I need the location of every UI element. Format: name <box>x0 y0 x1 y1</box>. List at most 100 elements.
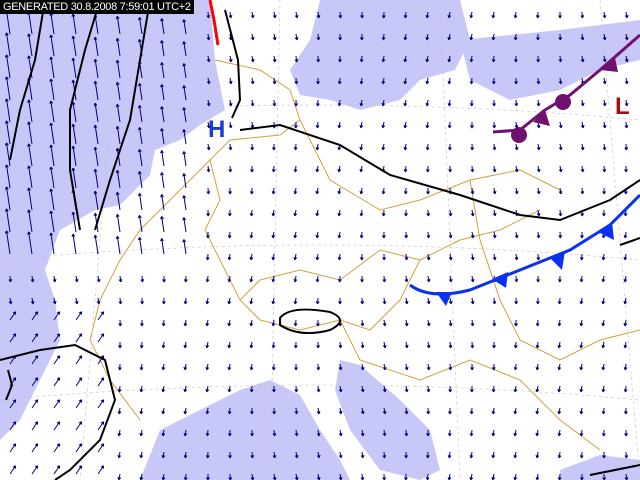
wind-arrow <box>293 319 298 327</box>
wind-arrow <box>183 385 188 393</box>
wind-arrow <box>206 209 211 217</box>
wind-arrow <box>359 253 364 261</box>
wind-arrow <box>71 167 77 189</box>
wind-arrow <box>338 385 343 393</box>
wind-arrow <box>118 275 123 283</box>
wind-arrow <box>227 385 232 393</box>
wind-arrow <box>160 172 165 189</box>
wind-arrow <box>115 169 121 189</box>
isobar <box>279 308 341 335</box>
wind-arrow <box>426 253 431 261</box>
wind-arrow <box>93 58 99 79</box>
wind-arrow <box>514 319 518 327</box>
wind-arrow <box>337 187 342 195</box>
wind-arrow <box>162 275 166 283</box>
wind-arrow <box>426 429 430 437</box>
wind-arrow <box>272 77 277 85</box>
wind-arrow <box>294 55 299 63</box>
wind-arrow <box>535 11 540 19</box>
wind-arrow <box>447 451 452 459</box>
wind-arrow <box>557 319 562 327</box>
wind-arrow <box>117 407 122 415</box>
country-borders <box>89 59 640 451</box>
wind-arrow <box>448 385 453 393</box>
wind-arrow <box>93 190 99 211</box>
wind-arrow <box>514 275 519 283</box>
wind-arrow <box>513 429 518 437</box>
wind-arrow <box>514 253 519 261</box>
occluded-front <box>492 33 640 143</box>
wind-arrow <box>447 99 452 107</box>
wind-arrow <box>293 165 298 173</box>
wind-arrow <box>470 143 475 151</box>
wind-arrow <box>558 33 563 41</box>
wind-arrow <box>271 341 276 349</box>
wind-arrow <box>115 15 121 35</box>
wind-arrow <box>250 429 254 437</box>
wind-arrow <box>382 451 387 459</box>
wind-arrow <box>118 341 122 349</box>
wind-arrow <box>579 253 584 261</box>
wind-arrow <box>75 333 83 343</box>
wind-arrow <box>49 188 55 211</box>
wind-arrow <box>536 297 540 305</box>
wind-arrow <box>623 385 628 393</box>
wind-arrow <box>206 187 211 195</box>
wind-arrow <box>9 399 17 409</box>
wind-arrow <box>53 421 61 431</box>
wind-arrow <box>227 297 232 305</box>
wind-arrow <box>294 99 298 107</box>
wind-arrow <box>624 55 629 63</box>
wind-arrow <box>470 231 475 239</box>
wind-arrow <box>337 209 342 217</box>
wind-arrow <box>117 451 122 459</box>
wind-arrow <box>624 451 629 459</box>
wind-arrow <box>4 142 11 167</box>
wind-arrow <box>316 407 321 415</box>
wind-arrow <box>75 465 83 475</box>
wind-arrow <box>227 253 232 261</box>
wind-arrow <box>316 363 321 371</box>
wind-arrow <box>579 363 584 371</box>
wind-arrow <box>140 319 144 327</box>
wind-arrow <box>580 11 585 19</box>
wind-arrow <box>448 297 453 305</box>
wind-arrow <box>623 297 628 305</box>
wind-arrow <box>182 239 187 255</box>
wind-arrow <box>117 385 122 393</box>
wind-arrow <box>315 231 320 239</box>
wind-arrow <box>470 121 474 129</box>
isobar <box>224 9 242 119</box>
wind-arrow <box>470 363 474 371</box>
wind-arrow <box>623 407 628 415</box>
wind-arrow <box>469 407 474 415</box>
wind-arrow <box>602 55 607 63</box>
wind-arrow <box>4 208 11 233</box>
wind-arrow <box>624 33 629 41</box>
wind-arrow <box>206 231 210 239</box>
wind-arrow <box>182 129 187 145</box>
wind-arrow <box>447 77 452 85</box>
aegean-sea <box>560 455 640 480</box>
wind-arrow <box>205 451 210 459</box>
wind-arrow <box>601 385 606 393</box>
wind-arrow <box>271 253 276 261</box>
wind-arrow <box>492 319 497 327</box>
wind-arrow <box>52 275 57 283</box>
wind-arrow <box>206 11 211 19</box>
wind-arrow <box>316 77 320 85</box>
wind-arrow <box>272 429 277 437</box>
wind-arrow <box>338 11 343 19</box>
wind-arrow <box>623 231 628 239</box>
wind-arrow <box>75 355 83 365</box>
wind-arrow <box>602 99 607 107</box>
wind-arrow <box>93 102 99 123</box>
wind-arrow <box>74 275 79 283</box>
wind-arrow <box>160 238 165 255</box>
wind-arrow <box>382 363 387 371</box>
wind-arrow <box>93 80 99 101</box>
wind-arrow <box>293 121 298 129</box>
wind-arrow <box>139 451 144 459</box>
wind-arrow <box>93 168 99 189</box>
wind-arrow <box>337 253 342 261</box>
